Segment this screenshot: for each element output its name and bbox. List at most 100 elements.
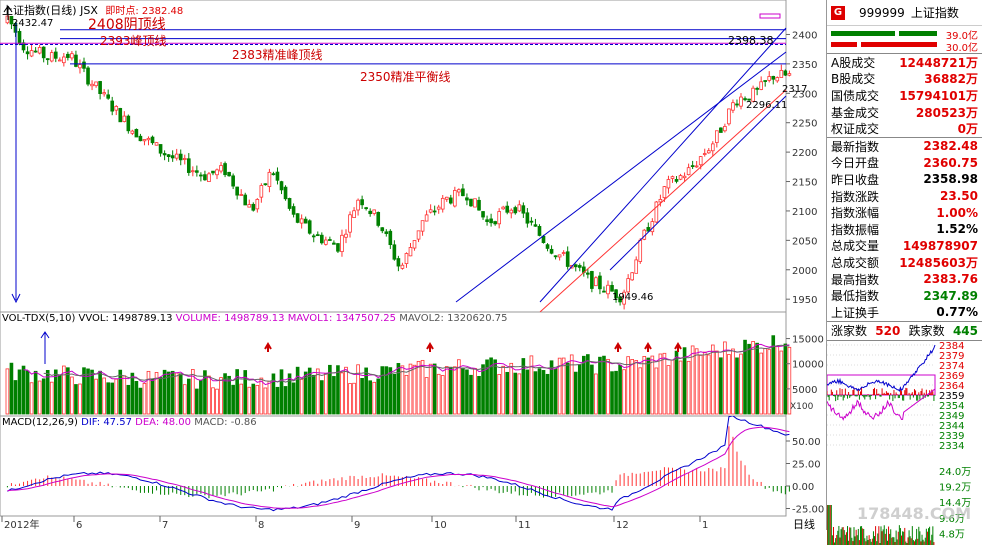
candle-body <box>243 194 248 206</box>
candle-body <box>767 76 772 81</box>
volume-bar <box>743 339 747 415</box>
stat-value: 1.52% <box>936 222 978 237</box>
intraday-minichart[interactable]: 2384237923742369236423592354234923442339… <box>826 340 982 547</box>
period-label[interactable]: 日线 <box>793 518 815 531</box>
volume-bar <box>303 371 308 415</box>
mini-tick-label: 2349 <box>939 411 964 422</box>
x-tick-label: 6 <box>76 520 82 530</box>
candle-body <box>215 169 219 176</box>
volume-bar <box>582 355 586 415</box>
stat-value: 149878907 <box>902 238 978 253</box>
stat-value: 2347.89 <box>923 288 978 303</box>
candle-body <box>440 197 445 210</box>
volume-bar <box>146 370 151 415</box>
candle-body <box>191 170 195 173</box>
candle-body <box>134 128 139 138</box>
volume-bar <box>283 386 288 415</box>
mavol2-value: MAVOL2: 1320620.75 <box>399 313 508 324</box>
bar-red-2 <box>861 42 937 47</box>
candle-body <box>735 103 739 106</box>
stat-row: 昨日收盘 2358.98 <box>827 171 982 188</box>
volume-bar <box>509 362 514 415</box>
candle-body <box>86 67 90 85</box>
up-count: 520 <box>875 323 901 338</box>
chart-title: 上证指数(日线) <box>2 4 77 17</box>
candle-body <box>5 15 10 24</box>
candle-body <box>392 244 397 260</box>
x-tick-label: 9 <box>354 520 360 530</box>
stat-value: 2360.75 <box>923 155 978 170</box>
candle-body <box>489 218 493 224</box>
stat-row: 指数振幅 1.52% <box>827 221 982 238</box>
candle-body <box>291 206 296 215</box>
volume-bar <box>372 381 377 415</box>
candle-body <box>122 115 127 122</box>
mini-avg-line <box>826 388 936 421</box>
stat-row: 最新指数 2382.48 <box>827 138 982 155</box>
candle-body <box>477 199 481 211</box>
candle-body <box>702 153 707 155</box>
candle-body <box>610 285 614 292</box>
candle-body <box>408 247 413 257</box>
volume-bar <box>158 377 163 415</box>
stat-value: 15794101万 <box>899 88 978 103</box>
vvol-value: VVOL: 1498789.13 <box>78 313 173 324</box>
candle-body <box>694 165 699 168</box>
volume-bar <box>78 383 82 415</box>
candle-body <box>453 190 457 207</box>
volume-bar <box>448 366 453 415</box>
volume-bar <box>307 367 312 415</box>
volume-bar <box>207 375 211 415</box>
volume-bar <box>110 382 115 415</box>
vertical-arrow-head <box>11 293 21 304</box>
volume-chart[interactable]: 15000 10000 5000 <box>0 312 826 416</box>
candle-body <box>396 258 401 267</box>
candle-body <box>388 230 393 246</box>
volume-bar <box>485 359 489 415</box>
volume-bar <box>41 378 46 415</box>
volume-bar <box>227 375 231 415</box>
candle-body <box>529 220 534 223</box>
volume-bar <box>436 373 441 415</box>
volume-bar <box>537 368 542 415</box>
volume-bar <box>340 372 344 415</box>
volume-bar <box>610 371 614 415</box>
stat-value: 1.00% <box>936 205 978 220</box>
volume-up-arrow <box>426 342 434 352</box>
volume-bar <box>469 374 473 415</box>
volume-bar <box>727 354 731 415</box>
macd-chart[interactable]: 50.00 25.00 0.00 -25.00 2012年 6 7 8 9 10 11 12 1 <box>0 416 826 530</box>
annotation-2393: 2393峰顶线 <box>100 34 167 48</box>
candle-body <box>698 156 703 166</box>
volume-bar <box>698 354 703 415</box>
annotation-2350: 2350精准平衡线 <box>360 70 451 84</box>
candle-body <box>263 183 268 186</box>
volume-bar <box>239 383 244 415</box>
volume-bar <box>763 347 768 415</box>
candle-body <box>755 87 759 90</box>
candle-body <box>783 70 788 76</box>
volume-bar <box>715 350 719 415</box>
chart-suffix: JSX <box>80 4 98 17</box>
volume-bar <box>694 348 699 415</box>
stat-label: 指数涨跌 <box>831 189 880 204</box>
candle-body <box>606 284 610 295</box>
candle-body <box>658 198 663 203</box>
stat-row: B股成交 36882万 <box>827 71 982 88</box>
g-badge[interactable]: G <box>831 5 845 20</box>
candle-body <box>340 234 344 253</box>
volume-bar <box>787 346 792 415</box>
mavol1-value: MAVOL1: 1347507.25 <box>287 313 397 324</box>
stat-row: 基金成交 280523万 <box>827 104 982 121</box>
candlestick-chart[interactable]: 2400 2350 2300 2250 2200 2150 2100 2050 2000 1950 <box>0 0 826 312</box>
volume-bar <box>203 370 207 415</box>
vol-arrow-head <box>40 331 50 339</box>
candle-body <box>332 242 336 245</box>
price-2317-label: 2317 <box>782 84 808 95</box>
candle-body <box>771 75 776 80</box>
volume-bar <box>70 376 74 415</box>
volume-bar <box>191 369 195 415</box>
bar-green-2 <box>899 31 937 36</box>
candle-body <box>150 136 155 144</box>
volume-bar <box>324 373 328 415</box>
